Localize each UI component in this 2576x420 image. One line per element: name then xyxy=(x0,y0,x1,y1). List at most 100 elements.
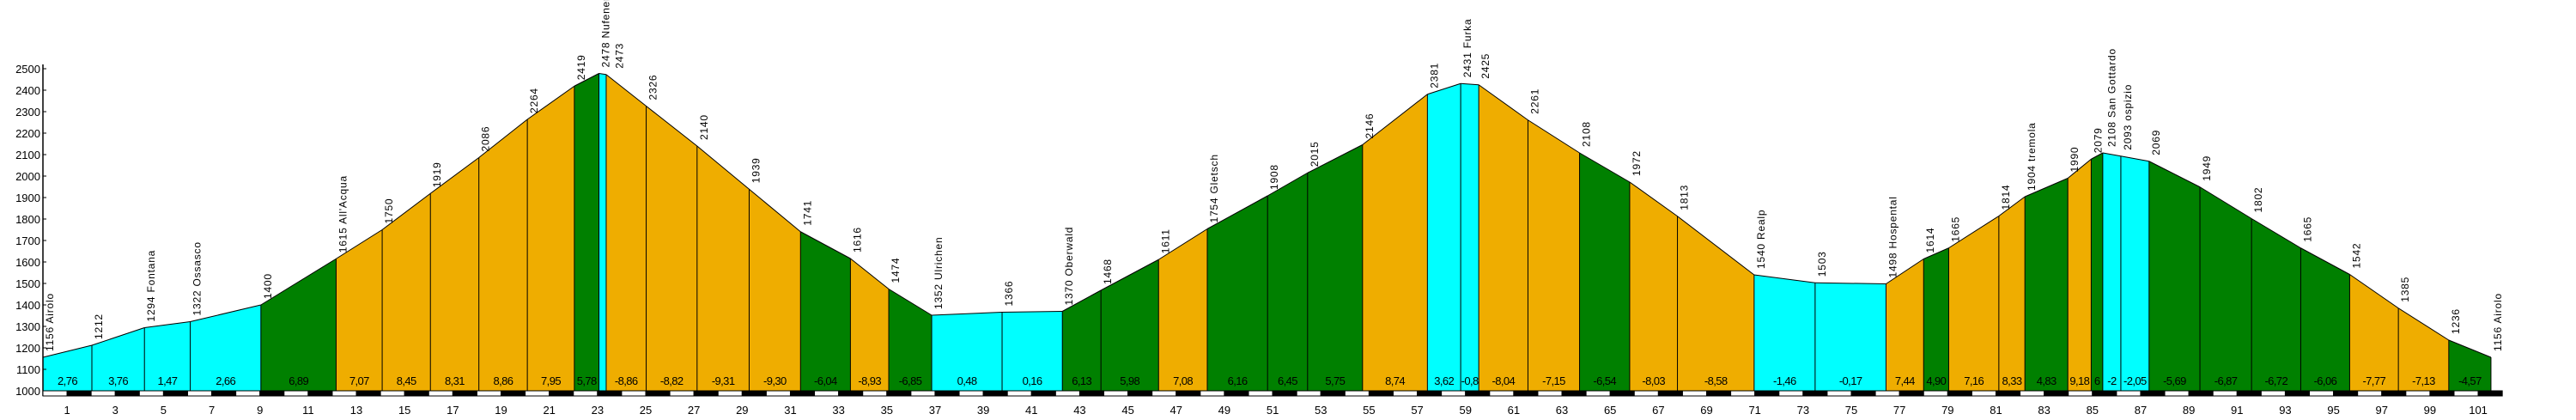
km-bar-segment xyxy=(501,390,526,397)
grade-label: 4,90 xyxy=(1926,374,1946,387)
grade-label: -4,57 xyxy=(2458,374,2482,387)
km-bar-segment xyxy=(1947,390,1972,397)
profile-segment xyxy=(1002,311,1063,391)
km-bar-segment xyxy=(1465,390,1491,397)
elevation-label: 1611 xyxy=(1159,228,1171,253)
km-bar-segment xyxy=(1151,390,1177,397)
km-bar-segment xyxy=(452,390,477,397)
profile-outline xyxy=(2199,186,2252,219)
x-tick-label: 45 xyxy=(1121,404,1133,417)
profile-segment xyxy=(1753,275,1815,391)
profile-outline xyxy=(850,258,890,289)
km-bar-segment xyxy=(2092,390,2117,397)
profile-outline xyxy=(574,73,599,87)
km-bar-segment xyxy=(1054,390,1080,397)
km-bar-segment xyxy=(862,390,888,397)
grade-label: -6,72 xyxy=(2264,374,2287,387)
km-bar-segment xyxy=(1874,390,1900,397)
profile-segment xyxy=(2349,274,2399,391)
km-bar-segment xyxy=(2044,390,2069,397)
km-bar-segment xyxy=(1730,390,1756,397)
km-bar-segment xyxy=(2188,390,2214,397)
y-tick-label: 2100 xyxy=(15,149,40,161)
km-bar-segment xyxy=(2068,390,2093,397)
km-bar-segment xyxy=(1006,390,1032,397)
profile-outline xyxy=(1461,82,1479,86)
grade-label: -1,46 xyxy=(1773,374,1796,387)
km-bar-segment xyxy=(934,390,960,397)
profile-segment xyxy=(605,74,647,391)
km-bar-segment xyxy=(2333,390,2359,397)
km-bar-segment xyxy=(1078,390,1105,397)
profile-segment xyxy=(646,106,697,391)
elevation-label: 2381 xyxy=(1428,63,1440,88)
km-bar-segment xyxy=(355,390,381,397)
profile-segment xyxy=(749,189,801,391)
elevation-label: 1322 Ossasco xyxy=(191,241,204,315)
profile-segment xyxy=(1528,119,1580,391)
grade-label: 1,47 xyxy=(157,374,177,387)
x-tick-label: 1 xyxy=(64,404,70,417)
x-tick-label: 27 xyxy=(688,404,700,417)
profile-outline xyxy=(2251,218,2301,249)
elevation-label: 2146 xyxy=(1364,113,1376,139)
km-bar-segment xyxy=(2020,390,2045,397)
profile-segment xyxy=(1923,247,1949,391)
km-bar-segment xyxy=(211,390,237,397)
grade-label: 8,31 xyxy=(445,374,465,387)
profile-segment xyxy=(43,345,93,391)
elevation-label: 2478 Nufenen xyxy=(600,0,612,68)
elevation-label: 2069 xyxy=(2150,130,2162,155)
elevation-label: 1919 xyxy=(431,161,443,187)
elevation-label: 1949 xyxy=(2201,155,2213,181)
elevation-label: 2431 Furka xyxy=(1461,19,1473,78)
elevation-label: 2425 xyxy=(1479,53,1492,79)
km-bar-segment xyxy=(2453,390,2479,397)
profile-outline xyxy=(1307,144,1364,173)
elevation-label: 1540 Realp xyxy=(1755,210,1767,269)
km-bar-segment xyxy=(1995,390,2021,397)
elevation-label: 2140 xyxy=(698,114,710,140)
elevation-label: 1741 xyxy=(801,200,813,226)
elevation-label: 1990 xyxy=(2069,147,2081,173)
km-bar-segment xyxy=(1200,390,1225,397)
km-bar-segment xyxy=(1489,390,1515,397)
profile-segment xyxy=(598,73,606,391)
y-axis: 1000 1100 1200 1300 1400 1500 1600 1700 1800 1900… xyxy=(15,63,46,398)
profile-segment xyxy=(1307,144,1363,391)
x-tick-label: 91 xyxy=(2231,404,2243,417)
profile-outline xyxy=(1677,216,1755,276)
elevation-label: 2015 xyxy=(1309,141,1321,167)
profile-outline xyxy=(2148,161,2201,188)
x-tick-label: 11 xyxy=(302,404,314,417)
km-bar-segment xyxy=(1248,390,1273,397)
profile-outline xyxy=(605,74,647,107)
profile-outline xyxy=(1100,259,1159,291)
grade-label: 0,48 xyxy=(957,374,977,387)
profile-segment xyxy=(696,146,750,391)
km-bar-segment xyxy=(2284,390,2311,397)
km-bar-segment xyxy=(1537,390,1563,397)
km-bar-segment xyxy=(138,390,164,397)
x-tick-label: 47 xyxy=(1170,404,1182,417)
profile-outline xyxy=(800,231,851,259)
km-bar-segment xyxy=(1778,390,1804,397)
grade-label: -8,04 xyxy=(1492,374,1515,387)
grade-label: 8,86 xyxy=(493,374,513,387)
elevation-label: 1212 xyxy=(93,313,105,339)
grade-label: -2,05 xyxy=(2123,374,2147,387)
km-bar-segment xyxy=(2357,390,2383,397)
profile-segment xyxy=(190,305,261,391)
km-bar-segment xyxy=(1441,390,1467,397)
elevation-label: 2108 xyxy=(1581,121,1593,147)
km-bar-segment xyxy=(1296,390,1321,397)
elevation-label: 2473 xyxy=(614,43,626,69)
elevation-label: 1156 Airolo xyxy=(44,293,56,351)
km-bar-segment xyxy=(1127,390,1153,397)
grade-label: 5,75 xyxy=(1325,374,1345,387)
elevation-label: 1366 xyxy=(1003,281,1015,307)
km-bar-segment xyxy=(331,390,357,397)
km-bar-segment xyxy=(283,390,309,397)
profile-segment xyxy=(2448,340,2491,391)
grade-label: 8,74 xyxy=(1385,374,1405,387)
